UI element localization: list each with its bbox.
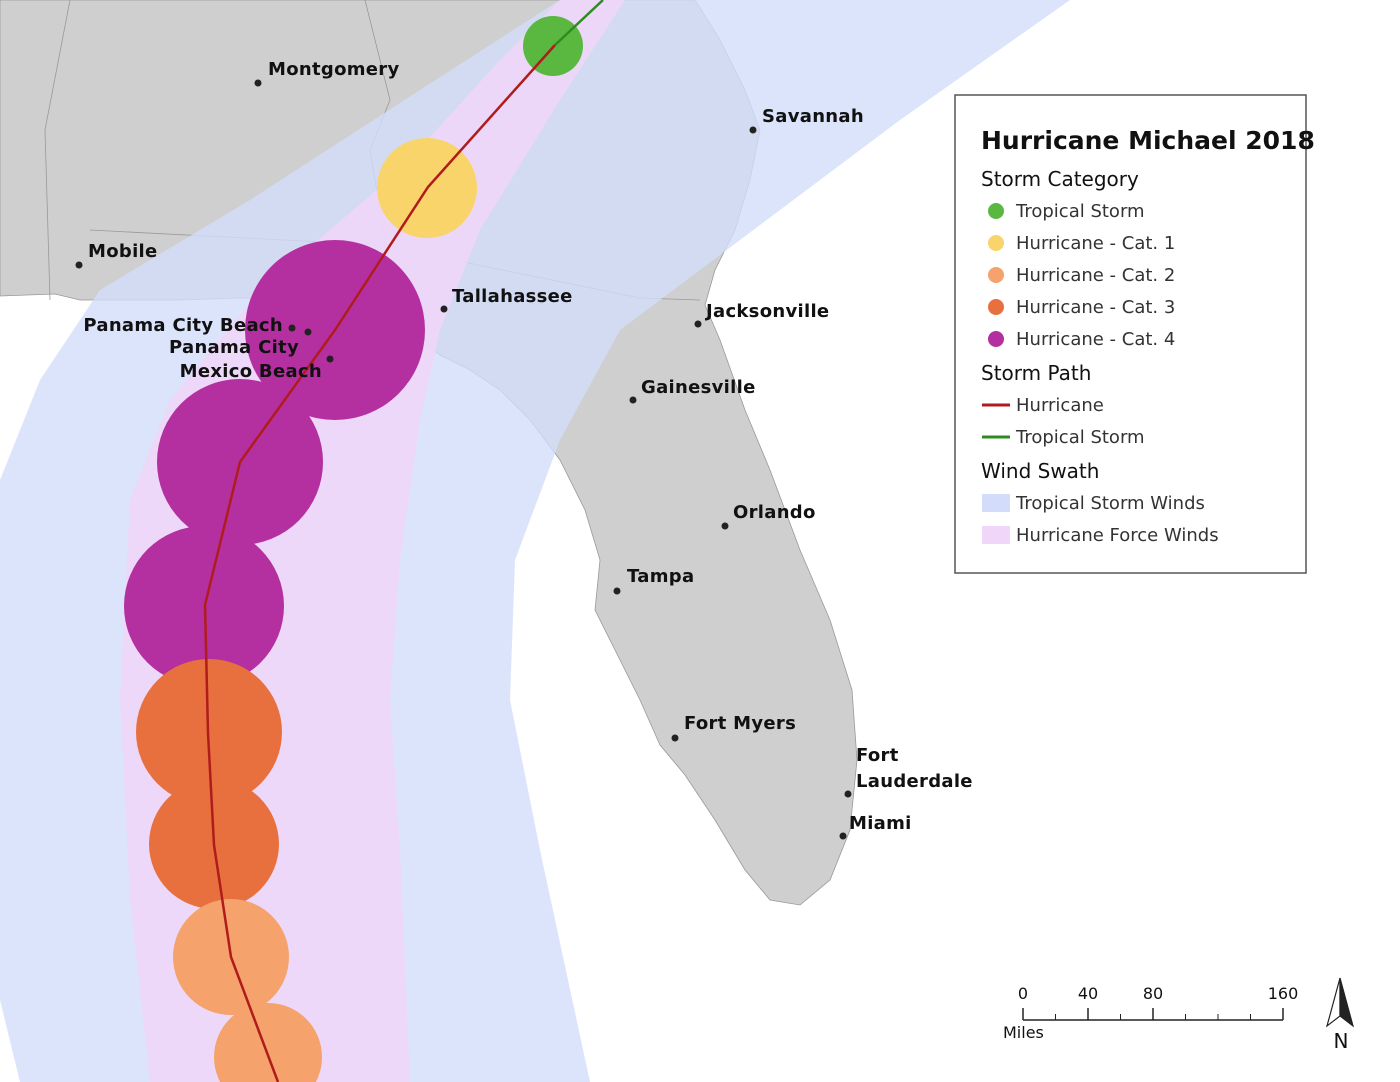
legend-label: Hurricane - Cat. 2	[1016, 265, 1175, 286]
city-dot	[326, 355, 334, 363]
legend-title: Hurricane Michael 2018	[981, 126, 1315, 155]
city-label: Savannah	[762, 106, 864, 127]
city-label: Fort	[856, 745, 899, 766]
city-label: Jacksonville	[704, 301, 829, 322]
scale-tick-label: 40	[1078, 984, 1098, 1003]
arrow-half	[1339, 977, 1355, 1028]
city-label: Mobile	[88, 241, 158, 262]
scale-tick-label: 80	[1143, 984, 1163, 1003]
city-dot	[749, 126, 757, 134]
north-arrow: N	[1325, 977, 1355, 1053]
legend-label: Hurricane	[1016, 395, 1104, 416]
city-dot	[75, 261, 83, 269]
city-label: Panama City Beach	[83, 315, 283, 336]
city-label: Fort Myers	[684, 713, 796, 734]
legend-swatch	[988, 235, 1004, 251]
legend-label: Tropical Storm	[1015, 427, 1145, 448]
city-label: Orlando	[733, 502, 816, 523]
legend-swatch	[988, 331, 1004, 347]
storm-position	[214, 1003, 322, 1082]
legend-swatch	[982, 526, 1010, 544]
city-dot	[629, 396, 637, 404]
city-dot	[254, 79, 262, 87]
legend-swatch	[988, 203, 1004, 219]
city-label: Gainesville	[641, 377, 756, 398]
legend-label: Tropical Storm Winds	[1015, 493, 1205, 514]
city-label: Miami	[849, 813, 912, 834]
city-label: Mexico Beach	[180, 361, 322, 382]
scale-bar: Miles 0 40 80 160	[1003, 984, 1298, 1042]
city-label: Lauderdale	[856, 771, 973, 792]
north-label: N	[1334, 1029, 1349, 1053]
city-dot	[671, 734, 679, 742]
city-dot	[694, 320, 702, 328]
scale-unit: Miles	[1003, 1023, 1044, 1042]
tropical-storm-path	[554, 0, 604, 46]
city-dot	[304, 328, 312, 336]
legend-label: Hurricane - Cat. 1	[1016, 233, 1175, 254]
legend-swatch	[988, 299, 1004, 315]
legend-swatch	[988, 267, 1004, 283]
city-dot	[288, 324, 296, 332]
legend: Hurricane Michael 2018 Storm Category Tro…	[954, 94, 1315, 574]
legend-label: Hurricane - Cat. 4	[1016, 329, 1175, 350]
legend-heading: Storm Category	[981, 167, 1139, 191]
legend-box	[954, 94, 1307, 574]
city-label: Montgomery	[268, 59, 400, 80]
scale-tick-label: 0	[1018, 984, 1028, 1003]
legend-label: Tropical Storm	[1015, 201, 1145, 222]
city-dot	[721, 522, 729, 530]
legend-swatch	[982, 494, 1010, 512]
city-label: Tampa	[627, 566, 694, 587]
legend-label: Hurricane - Cat. 3	[1016, 297, 1175, 318]
hurricane-path	[203, 44, 556, 1082]
legend-heading: Wind Swath	[981, 459, 1099, 483]
city-dot	[839, 832, 847, 840]
city-label: Panama City	[169, 337, 299, 358]
legend-heading: Storm Path	[981, 361, 1091, 385]
city-dot	[613, 587, 621, 595]
legend-label: Hurricane Force Winds	[1016, 525, 1219, 546]
city-dot	[844, 790, 852, 798]
city-dot	[440, 305, 448, 313]
city-label: Tallahassee	[452, 286, 573, 307]
scale-tick-label: 160	[1268, 984, 1299, 1003]
cities: Montgomery Savannah Mobile Tallahassee J…	[75, 59, 973, 840]
